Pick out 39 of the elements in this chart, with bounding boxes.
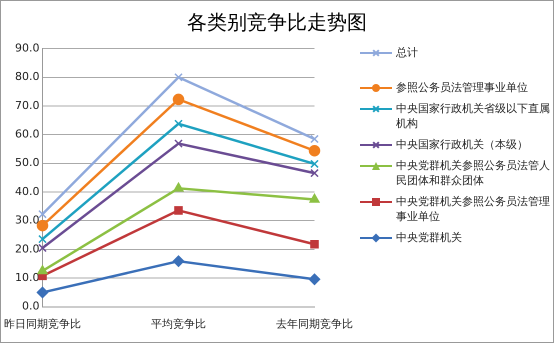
legend-label: 中央党群机关参照公务员法管人民团体和群众团体 <box>396 158 550 188</box>
point <box>308 274 320 286</box>
y-tick-label: 70.0 <box>15 98 40 112</box>
legend-label: 中央党群机关 <box>396 230 462 245</box>
point <box>36 286 48 298</box>
chart-title: 各类别竞争比走势图 <box>186 9 368 36</box>
y-tick-label: 60.0 <box>15 128 40 141</box>
point <box>174 139 183 148</box>
point <box>172 255 184 267</box>
point <box>310 168 319 178</box>
point <box>38 210 47 218</box>
y-tick-label: 20.0 <box>15 242 40 256</box>
y-tick-label: 40.0 <box>15 184 40 198</box>
y-tick-label: 90.0 <box>15 41 40 54</box>
point <box>174 119 183 128</box>
x-tick-label: 去年同期竞争比 <box>276 317 353 330</box>
legend-label: 中央党群机关参照公务员法管理事业单位 <box>396 194 550 224</box>
point <box>172 94 184 106</box>
y-tick-label: 10.0 <box>15 270 40 284</box>
point <box>174 73 183 82</box>
y-tick-label: 80.0 <box>15 70 40 84</box>
legend-label: 中央国家行政机关省级以下直属机构 <box>396 101 550 131</box>
point <box>310 240 319 249</box>
legend-label: 中央国家行政机关（本级） <box>396 137 528 152</box>
legend-label: 总计 <box>396 45 418 60</box>
y-tick-label: 30.0 <box>15 214 40 227</box>
point <box>310 134 319 144</box>
point <box>308 144 320 156</box>
point <box>37 265 48 274</box>
y-tick-label: 0.0 <box>22 300 40 313</box>
x-tick-label: 昨日同期竞争比 <box>4 317 81 330</box>
point <box>310 160 319 168</box>
x-tick-label: 平均竞争比 <box>151 317 206 330</box>
point <box>174 206 183 215</box>
point <box>309 194 320 203</box>
y-tick-label: 50.0 <box>15 156 40 170</box>
point <box>173 182 184 192</box>
legend-label: 参照公务员法管理事业单位 <box>396 80 528 95</box>
point <box>38 234 47 244</box>
